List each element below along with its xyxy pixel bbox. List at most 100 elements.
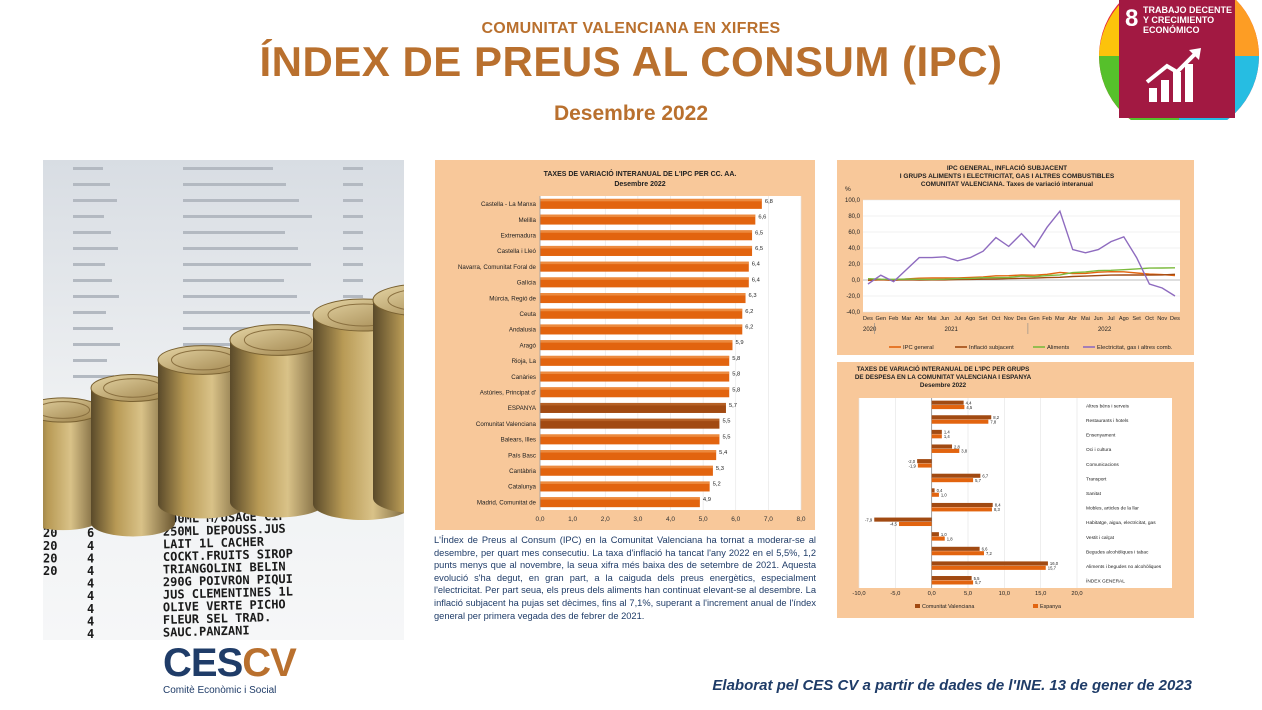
chart1-bar xyxy=(540,497,700,508)
chart1-xtick: 4,0 xyxy=(666,516,675,523)
chart3-category-label: ÍNDEX GENERAL xyxy=(1086,578,1125,585)
chart1-value-label: 6,6 xyxy=(758,215,766,221)
chart1-bar-highlight xyxy=(540,324,743,327)
chart1-bar-highlight xyxy=(540,340,733,343)
receipt-line: 250ML DEPOUSS.JUS xyxy=(163,522,286,539)
chart1-xtick: 5,0 xyxy=(699,516,708,523)
chart2-title-line: COMUNITAT VALENCIANA. Taxes de variació … xyxy=(921,181,1093,188)
chart2-xtick: Des xyxy=(1017,316,1027,322)
receipt-quantity: 4 xyxy=(87,539,94,553)
chart1-value-label: 5,5 xyxy=(722,434,730,440)
faint-text-mark xyxy=(343,231,363,234)
chart2-title-line: IPC GENERAL, INFLACIÓ SUBJACENT xyxy=(947,163,1067,172)
chart1-bar xyxy=(540,387,730,398)
chart3-category-label: Mobles, articles de la llar xyxy=(1086,506,1139,512)
chart-groups: TAXES DE VARIACIÓ INTERANUAL DE L'IPC PE… xyxy=(837,362,1194,618)
chart1-category-label: Madrid, Comunitat de xyxy=(477,499,537,506)
chart1-bar xyxy=(540,371,730,382)
faint-text-mark xyxy=(183,247,298,250)
chart3-value-label: 0,4 xyxy=(937,488,943,493)
chart3-category-label: Habitatge, aigua, electricitat, gas xyxy=(1086,520,1156,526)
chart1-value-label: 5,5 xyxy=(722,419,730,425)
page-date: Desembre 2022 xyxy=(553,102,709,125)
receipt-quantity: 4 xyxy=(87,564,94,578)
chart1-bar-highlight xyxy=(540,371,730,375)
chart1-category-label: Castella - La Manxa xyxy=(481,201,537,208)
chart2-title-line: I GRUPS ALIMENTS I ELECTRICITAT, GAS I A… xyxy=(900,173,1115,180)
chart1-category-label: País Basc xyxy=(508,452,536,459)
faint-text-mark xyxy=(183,183,286,186)
chart3-bar xyxy=(931,532,939,537)
chart-ccaa-panel: TAXES DE VARIACIÓ INTERANUAL DE L'IPC PE… xyxy=(435,160,815,530)
chart2-ytick: -20,0 xyxy=(846,294,860,300)
chart3-bar xyxy=(931,551,984,556)
chart1-bar xyxy=(540,450,717,461)
chart3-value-label: 1,4 xyxy=(944,434,950,439)
chart1-category-label: Andalusia xyxy=(509,327,537,334)
chart1-bar-highlight xyxy=(540,261,749,265)
chart1-category-label: Canàries xyxy=(511,374,536,381)
faint-text-mark xyxy=(73,327,113,330)
chart3-bar xyxy=(931,576,972,581)
chart1-bar-highlight xyxy=(540,497,700,500)
chart3-category-label: Altres béns i serveis xyxy=(1086,403,1130,409)
receipt-quantity: 4 xyxy=(87,589,94,603)
chart3-xtick: 10,0 xyxy=(999,591,1010,597)
chart2-xtick: Ago xyxy=(965,316,975,322)
chart1-category-label: Melilla xyxy=(518,217,536,224)
chart3-value-label: 7,2 xyxy=(986,551,992,556)
chart2-xtick: Nov xyxy=(1004,316,1014,322)
chart3-bar xyxy=(917,463,932,468)
faint-text-mark xyxy=(73,183,110,186)
logo-cv: CV xyxy=(242,641,297,685)
chart3-bar xyxy=(931,502,993,508)
chart3-category-label: Ensenyament xyxy=(1086,433,1116,439)
chart1-bar-highlight xyxy=(540,214,756,218)
faint-text-mark xyxy=(73,231,111,234)
receipt-line: OLIVE VERTE PICHO xyxy=(163,597,286,614)
chart3-value-label: 1,0 xyxy=(941,532,947,537)
faint-text-mark xyxy=(73,263,105,266)
faint-text-mark xyxy=(343,183,363,186)
chart3-bar xyxy=(931,565,1046,570)
chart1-bar xyxy=(540,198,762,209)
chart2-legend-label: IPC general xyxy=(903,345,934,351)
coin-stack xyxy=(372,284,404,513)
chart2-xtick: Feb xyxy=(1042,316,1052,322)
chart2-xtick: Gen xyxy=(1029,316,1040,322)
chart3-title-line: DE DESPESA EN LA COMUNITAT VALENCIANA I … xyxy=(855,374,1032,381)
chart2-xtick: Abr xyxy=(915,316,924,322)
chart1-bar xyxy=(540,308,743,319)
sdg-number: 8 xyxy=(1125,5,1138,32)
cescv-logo[interactable]: CESCV Comitè Econòmic i Social xyxy=(163,641,297,696)
chart3-legend-swatch xyxy=(915,604,920,608)
chart3-xtick: 15,0 xyxy=(1035,591,1046,597)
faint-text-mark xyxy=(73,199,117,202)
faint-text-mark xyxy=(183,327,283,330)
kicker-title: COMUNITAT VALENCIANA EN XIFRES xyxy=(481,20,781,37)
chart3-bar xyxy=(931,444,953,449)
chart3-bar xyxy=(931,429,942,434)
chart2-xtick: Des xyxy=(863,316,873,322)
chart1-xtick: 7,0 xyxy=(764,516,773,523)
chart1-bar-highlight xyxy=(540,402,726,406)
chart1-category-label: Castella i Lleó xyxy=(497,248,536,255)
chart3-bar xyxy=(931,536,945,541)
receipt-line: TRIANGOLINI BELIN xyxy=(163,559,286,576)
faint-text-mark xyxy=(73,295,119,298)
faint-text-mark xyxy=(73,279,112,282)
chart1-xtick: 2,0 xyxy=(601,516,610,523)
chart1-value-label: 6,2 xyxy=(745,309,753,315)
faint-text-mark xyxy=(183,263,311,266)
faint-text-mark xyxy=(183,279,284,282)
chart1-value-label: 5,8 xyxy=(732,372,740,378)
chart2-xtick: Set xyxy=(1132,316,1141,322)
chart3-bar xyxy=(931,405,965,410)
chart1-bar xyxy=(540,324,743,335)
receipt-line: 290G POIVRON PIQUI xyxy=(163,572,293,589)
chart2-ytick: 100,0 xyxy=(845,198,861,204)
chart2-legend-label: Inflació subjacent xyxy=(969,345,1014,351)
chart1-value-label: 6,2 xyxy=(745,324,753,330)
chart3-category-label: Aliments i begudes no alcohòliques xyxy=(1086,564,1162,570)
chart1-bar xyxy=(540,481,710,492)
